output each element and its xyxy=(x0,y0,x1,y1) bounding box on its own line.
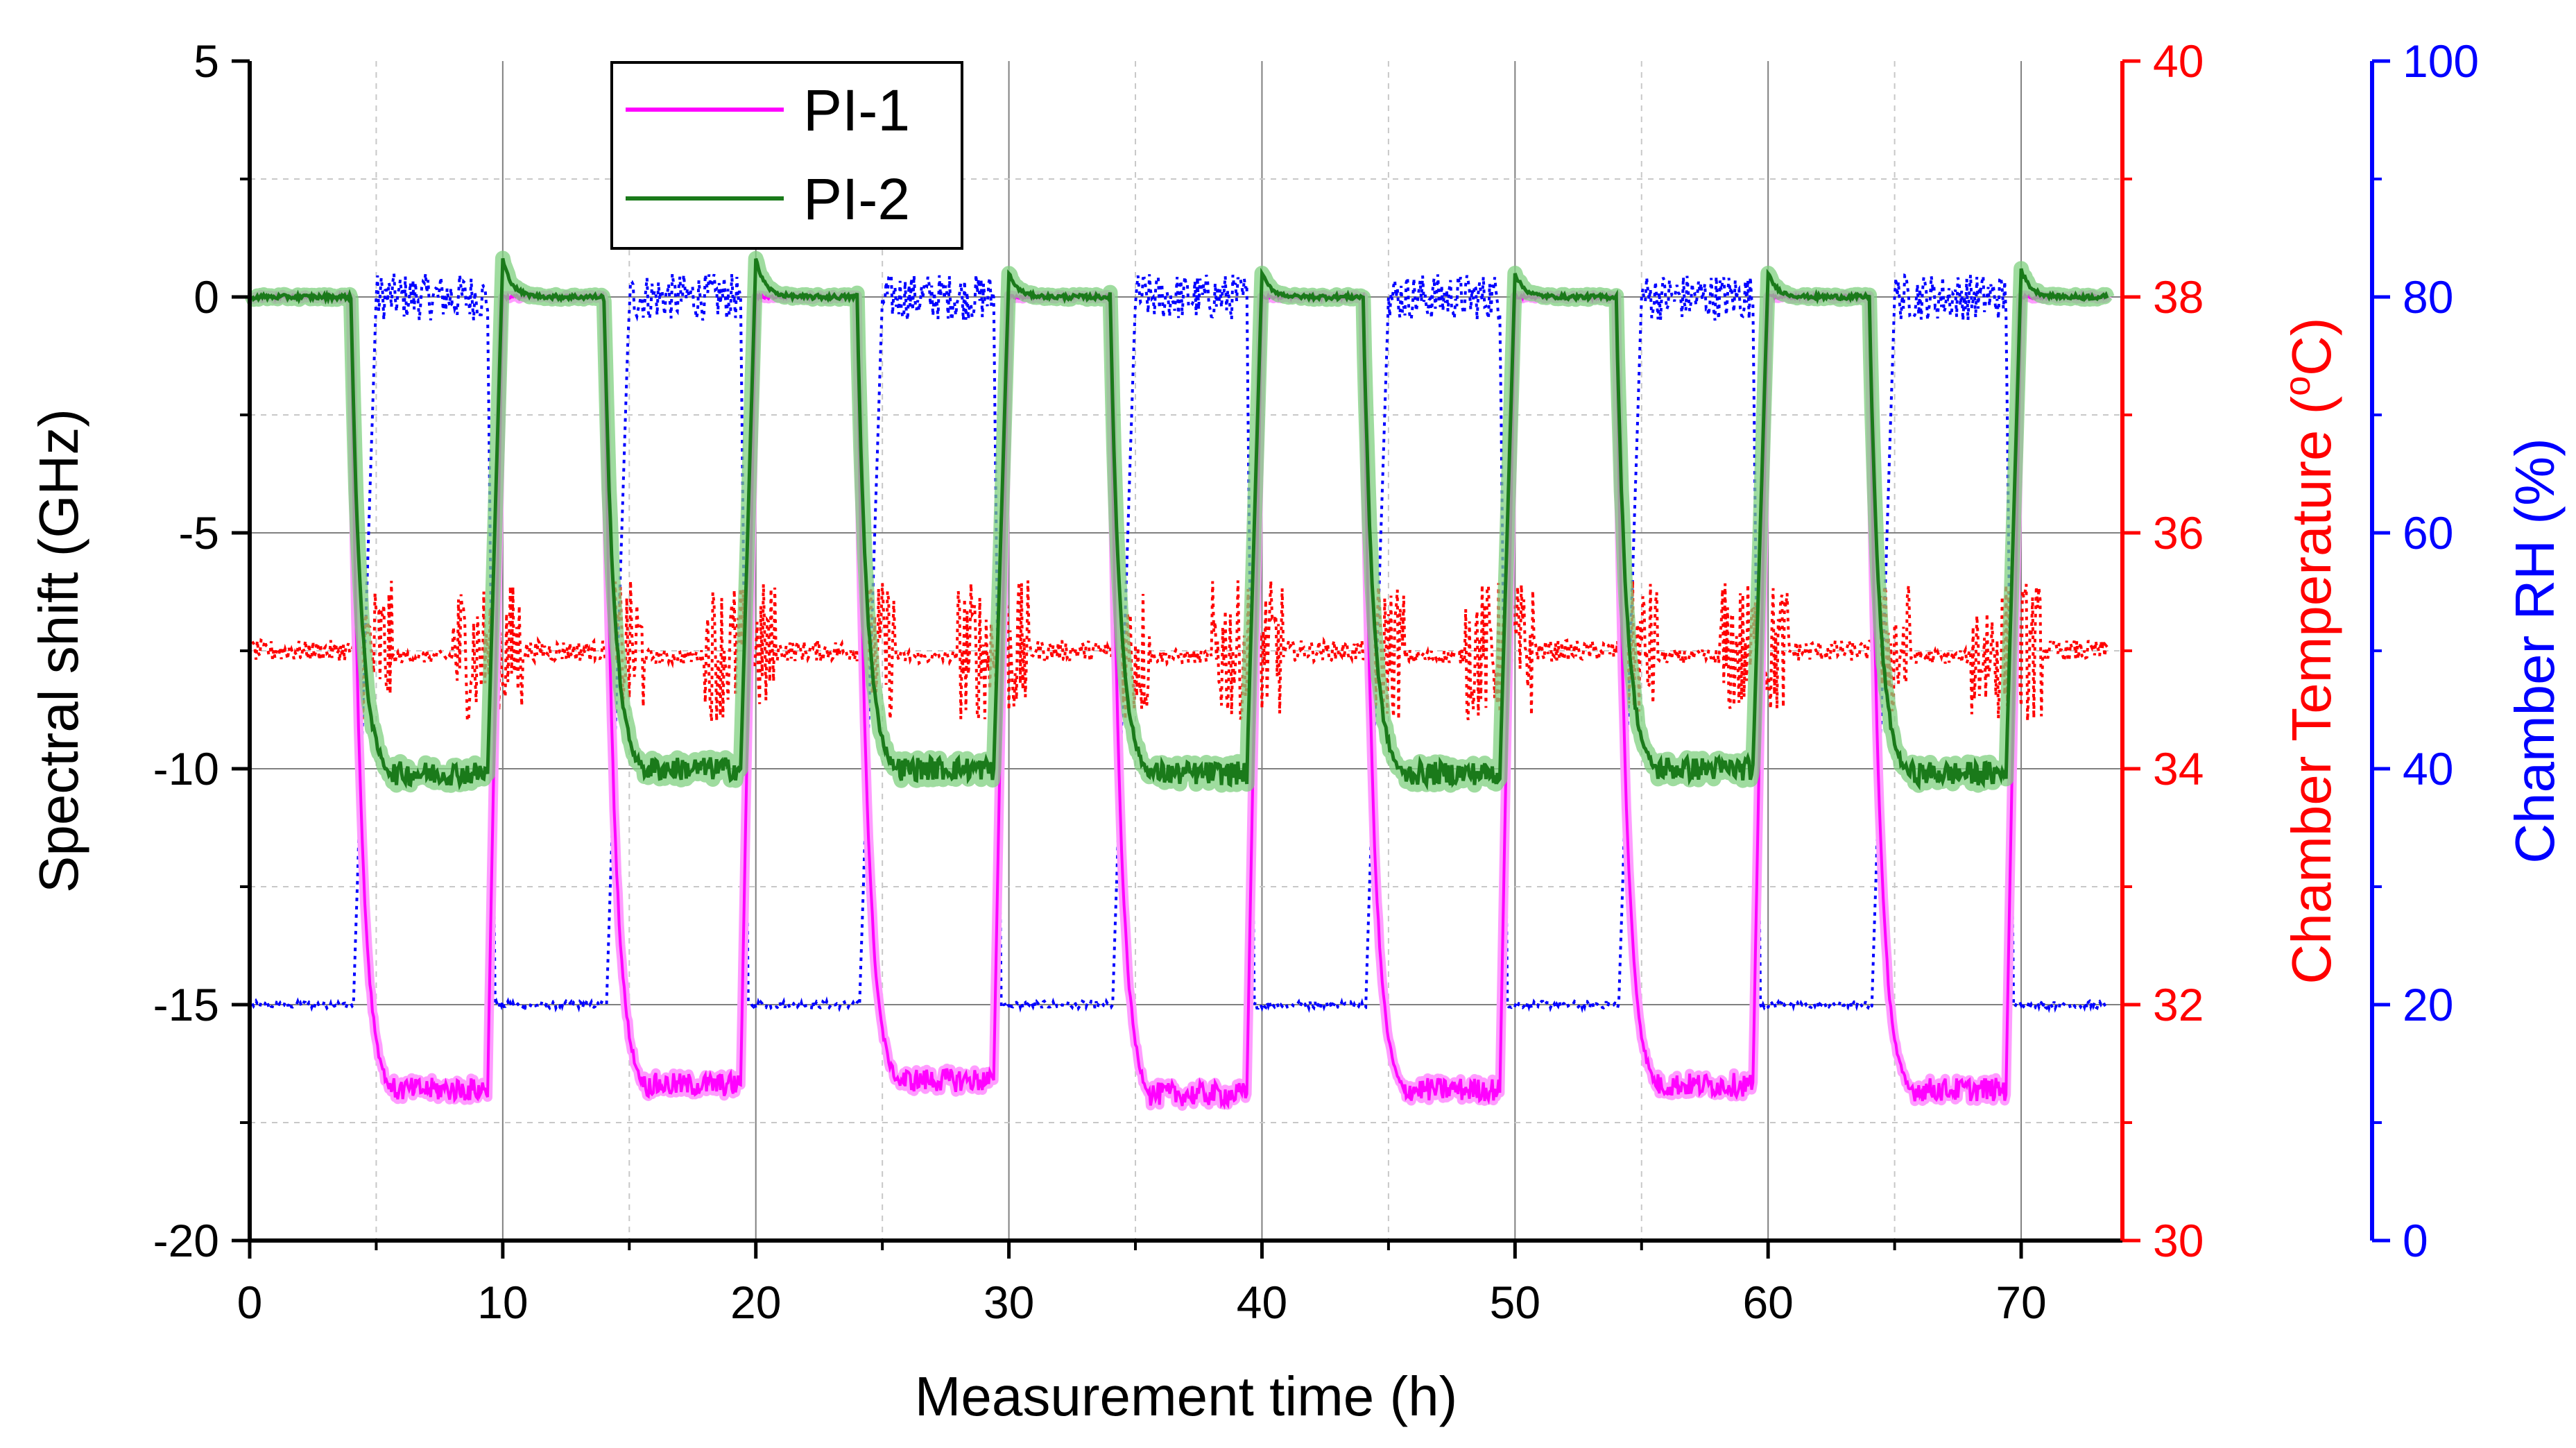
x-tick-label: 0 xyxy=(237,1277,263,1328)
legend-box xyxy=(610,61,963,250)
x-tick-label: 60 xyxy=(1742,1277,1793,1328)
rh-axis-title: Chamber RH (%) xyxy=(2504,438,2566,863)
legend-label-pi-1: PI-1 xyxy=(803,78,910,143)
temperature-tick-label: 38 xyxy=(2153,271,2204,323)
rh-tick-label: 60 xyxy=(2403,507,2453,559)
temperature-axis-title-suffix: C) xyxy=(2281,317,2342,375)
temperature-axis-title: Chamber Temperature (oC) xyxy=(2278,317,2342,984)
y-tick-label: 0 xyxy=(194,271,219,323)
temperature-tick-label: 32 xyxy=(2153,979,2204,1030)
series-pi-1-band xyxy=(248,289,2112,1111)
rh-tick-label: 0 xyxy=(2403,1215,2428,1266)
legend: PI-1 PI-2 xyxy=(610,61,963,250)
rh-tick-label: 20 xyxy=(2403,979,2453,1030)
series-pi-1 xyxy=(250,290,2109,1110)
x-tick-label: 30 xyxy=(984,1277,1034,1328)
series-chamber-rh xyxy=(250,272,2108,1014)
temperature-tick-label: 34 xyxy=(2153,743,2204,794)
y-tick-label: -20 xyxy=(153,1215,219,1266)
legend-label-pi-2: PI-2 xyxy=(803,167,910,232)
x-axis-title: Measurement time (h) xyxy=(915,1365,1457,1427)
rh-tick-label: 80 xyxy=(2403,271,2453,323)
series-pi-2 xyxy=(250,257,2109,791)
y-axis-title: Spectral shift (GHz) xyxy=(28,409,89,893)
series-pi-2-band xyxy=(245,250,2115,793)
y-tick-label: -15 xyxy=(153,979,219,1030)
series-chamber-temperature xyxy=(250,580,2109,726)
temperature-axis-title-prefix: Chamber Temperature ( xyxy=(2281,395,2342,984)
x-tick-label: 50 xyxy=(1490,1277,1540,1328)
x-tick-label: 10 xyxy=(477,1277,528,1328)
x-tick-label: 40 xyxy=(1237,1277,1287,1328)
rh-tick-label: 100 xyxy=(2403,35,2479,87)
temperature-tick-label: 30 xyxy=(2153,1215,2204,1266)
series-layer xyxy=(245,250,2115,1111)
temperature-tick-label: 36 xyxy=(2153,507,2204,559)
y-tick-label: -10 xyxy=(153,743,219,794)
y-tick-label: 5 xyxy=(194,35,219,87)
x-tick-label: 20 xyxy=(730,1277,781,1328)
ticks: 0 10 20 30 40 50 60 7050-5-10-15-20403836343230… xyxy=(153,35,2480,1328)
temperature-tick-label: 40 xyxy=(2153,35,2204,87)
y-tick-label: -5 xyxy=(178,507,219,559)
x-tick-label: 70 xyxy=(1995,1277,2046,1328)
temperature-axis-title-degree: o xyxy=(2278,376,2318,396)
rh-tick-label: 40 xyxy=(2403,743,2453,794)
